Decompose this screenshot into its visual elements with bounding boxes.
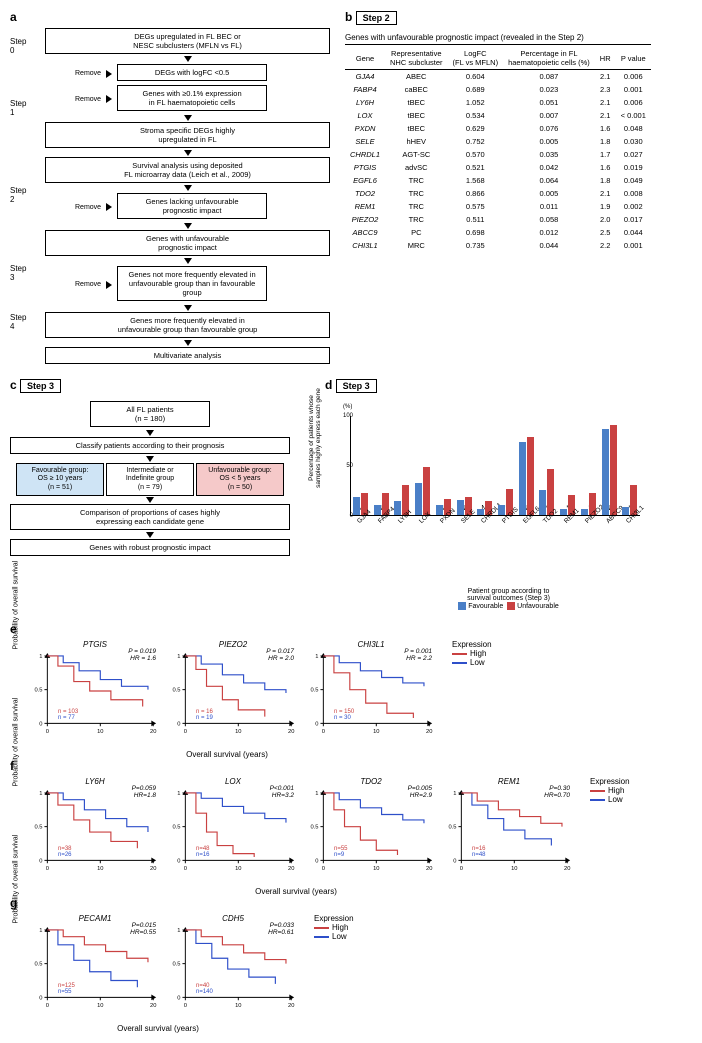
panel-c-label: c Step 3 xyxy=(10,378,310,397)
svg-text:0: 0 xyxy=(39,995,42,1001)
km-plot-LY6H: LY6H 0102000.51 P=0.059HR=1.8 n=38n=26 xyxy=(30,777,160,877)
svg-text:10: 10 xyxy=(97,1003,103,1009)
svg-text:1: 1 xyxy=(39,654,42,660)
svg-text:0.5: 0.5 xyxy=(35,825,43,831)
svg-text:0.5: 0.5 xyxy=(173,962,181,968)
svg-text:0.5: 0.5 xyxy=(311,825,319,831)
panel-a-label: a xyxy=(10,10,330,24)
flowchart-a: Step0Step1Step2Step3Step4 DEGs upregulat… xyxy=(10,28,330,366)
km-plot-PIEZO2: PIEZO2 0102000.51 P = 0.017HR = 2.0 n = … xyxy=(168,640,298,740)
svg-text:20: 20 xyxy=(150,729,156,735)
svg-text:1: 1 xyxy=(453,791,456,797)
svg-text:0: 0 xyxy=(46,866,49,872)
svg-text:20: 20 xyxy=(150,866,156,872)
svg-text:10: 10 xyxy=(97,866,103,872)
svg-text:0: 0 xyxy=(46,1003,49,1009)
svg-text:10: 10 xyxy=(235,729,241,735)
km-plot-LOX: LOX 0102000.51 P<0.001HR=3.2 n=48n=16 xyxy=(168,777,298,877)
svg-text:0: 0 xyxy=(315,721,318,727)
svg-text:0: 0 xyxy=(460,866,463,872)
panel-b-label: b Step 2 xyxy=(345,10,692,29)
svg-text:20: 20 xyxy=(288,866,294,872)
svg-text:0: 0 xyxy=(322,866,325,872)
svg-text:0: 0 xyxy=(315,858,318,864)
svg-text:0: 0 xyxy=(177,995,180,1001)
svg-text:1: 1 xyxy=(39,928,42,934)
svg-text:0: 0 xyxy=(39,858,42,864)
svg-text:0: 0 xyxy=(177,858,180,864)
svg-text:1: 1 xyxy=(315,791,318,797)
bar-chart: Percentage of patients whosesamples high… xyxy=(325,401,645,556)
svg-text:10: 10 xyxy=(373,729,379,735)
svg-text:20: 20 xyxy=(150,1003,156,1009)
svg-text:20: 20 xyxy=(564,866,570,872)
svg-text:0: 0 xyxy=(46,729,49,735)
svg-text:20: 20 xyxy=(426,866,432,872)
gene-table: Genes with unfavourable prognostic impac… xyxy=(345,33,651,252)
svg-text:0.5: 0.5 xyxy=(449,825,457,831)
svg-text:1: 1 xyxy=(315,654,318,660)
svg-text:0: 0 xyxy=(39,721,42,727)
km-legend: Expression High Low xyxy=(590,777,630,804)
km-plot-CHI3L1: CHI3L1 0102000.51 P = 0.001HR = 2.2 n = … xyxy=(306,640,436,740)
svg-text:1: 1 xyxy=(177,654,180,660)
svg-text:1: 1 xyxy=(177,791,180,797)
svg-text:1: 1 xyxy=(39,791,42,797)
km-plot-PTGIS: PTGIS 0102000.51 P = 0.019HR = 1.6 n = 1… xyxy=(30,640,160,740)
svg-text:0: 0 xyxy=(322,729,325,735)
svg-text:0.5: 0.5 xyxy=(173,825,181,831)
svg-text:0: 0 xyxy=(453,858,456,864)
svg-text:10: 10 xyxy=(235,1003,241,1009)
svg-text:0.5: 0.5 xyxy=(35,962,43,968)
km-legend: Expression High Low xyxy=(314,914,354,941)
svg-text:10: 10 xyxy=(511,866,517,872)
svg-text:10: 10 xyxy=(235,866,241,872)
flowchart-c: All FL patients(n = 180)Classify patient… xyxy=(10,401,290,556)
svg-text:0.5: 0.5 xyxy=(35,688,43,694)
panel-d-label: d Step 3 xyxy=(325,378,692,397)
svg-text:0: 0 xyxy=(177,721,180,727)
km-plot-TDO2: TDO2 0102000.51 P=0.005HR=2.9 n=55n=9 xyxy=(306,777,436,877)
svg-text:0.5: 0.5 xyxy=(173,688,181,694)
svg-text:20: 20 xyxy=(288,1003,294,1009)
svg-text:0.5: 0.5 xyxy=(311,688,319,694)
svg-text:20: 20 xyxy=(426,729,432,735)
km-legend: Expression High Low xyxy=(452,640,492,667)
km-plot-CDH5: CDH5 0102000.51 P=0.033HR=0.61 n=40n=140 xyxy=(168,914,298,1014)
svg-text:10: 10 xyxy=(373,866,379,872)
svg-text:20: 20 xyxy=(288,729,294,735)
km-plot-REM1: REM1 0102000.51 P=0.30HR=0.70 n=16n=48 xyxy=(444,777,574,877)
km-plot-PECAM1: PECAM1 0102000.51 P=0.015HR=0.55 n=125n=… xyxy=(30,914,160,1014)
svg-text:0: 0 xyxy=(184,1003,187,1009)
svg-text:10: 10 xyxy=(97,729,103,735)
svg-text:0: 0 xyxy=(184,729,187,735)
svg-text:0: 0 xyxy=(184,866,187,872)
svg-text:1: 1 xyxy=(177,928,180,934)
